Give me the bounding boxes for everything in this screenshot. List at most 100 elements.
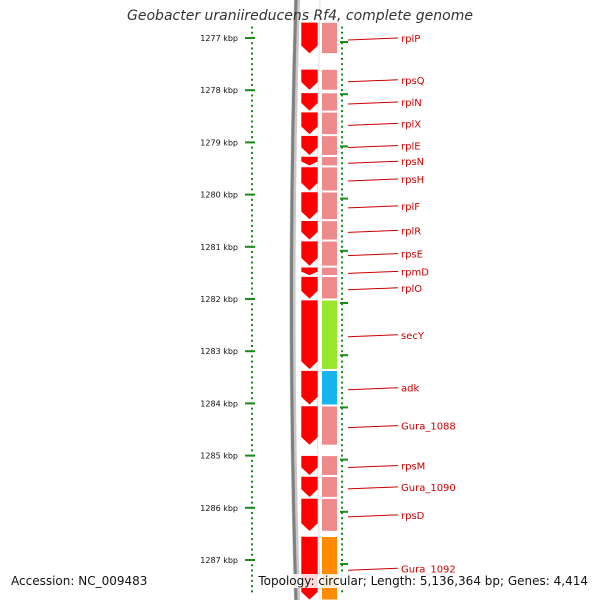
scale-tick-label: 1284 kbp bbox=[200, 399, 238, 408]
scale-minor-dot bbox=[251, 522, 253, 525]
scale-minor-dot bbox=[251, 491, 253, 494]
scale-tick-label: 1278 kbp bbox=[200, 86, 238, 95]
track-scale-dot bbox=[341, 298, 343, 300]
gene-label: rpsM bbox=[401, 462, 425, 473]
track-scale-dot bbox=[341, 344, 343, 347]
backbone-line bbox=[290, 0, 298, 601]
track-scale-dot bbox=[341, 376, 343, 379]
scale-minor-dot bbox=[251, 590, 253, 593]
gene-leader-line bbox=[347, 465, 399, 469]
scale-minor-dot bbox=[251, 271, 253, 274]
track-scale-dot bbox=[341, 110, 343, 113]
scale-minor-dot bbox=[251, 465, 253, 468]
scale-minor-dot bbox=[251, 564, 253, 567]
track-scale-dot bbox=[341, 99, 343, 102]
scale-minor-dot bbox=[251, 386, 253, 389]
track-scale-dot bbox=[341, 245, 343, 248]
scale-minor-dot bbox=[251, 94, 253, 97]
gene-category-bar bbox=[322, 498, 337, 531]
track-scale-dot bbox=[341, 271, 343, 274]
track-scale-dot bbox=[341, 214, 343, 217]
scale-minor-dot bbox=[251, 104, 253, 107]
gene-arrow bbox=[300, 266, 319, 276]
track-scale-dot bbox=[341, 141, 343, 144]
scale-minor-dot bbox=[251, 183, 253, 186]
scale-minor-dot bbox=[251, 517, 253, 520]
track-scale-dot bbox=[341, 167, 343, 170]
gene-label: Gura_1088 bbox=[401, 422, 456, 433]
gene-label: rpmD bbox=[401, 267, 429, 278]
track-scale-dot bbox=[341, 42, 343, 45]
scale-minor-dot bbox=[251, 136, 253, 139]
gene-category-bar bbox=[322, 277, 337, 299]
gene-arrow bbox=[300, 92, 319, 112]
scale-minor-dot bbox=[251, 261, 253, 264]
track-scale-dot bbox=[341, 120, 343, 123]
gene-category-bar bbox=[322, 371, 337, 405]
track-scale-dot bbox=[341, 433, 343, 436]
gene-arrow bbox=[300, 69, 319, 91]
scale-minor-dot bbox=[251, 371, 253, 374]
gene-leader-line bbox=[347, 122, 399, 126]
gene-leader-line bbox=[347, 270, 399, 274]
track-scale-dot bbox=[341, 235, 343, 238]
gene-category-bar bbox=[322, 476, 337, 497]
track-scale-dot bbox=[341, 251, 343, 254]
track-scale-dot bbox=[341, 512, 343, 515]
gene-label: rplF bbox=[401, 202, 420, 213]
track-scale-dot bbox=[341, 94, 343, 97]
gene-label: rplO bbox=[401, 284, 422, 295]
scale-minor-dot bbox=[251, 574, 253, 577]
gene-arrow bbox=[300, 220, 319, 241]
gene-arrow bbox=[300, 22, 319, 55]
track-scale-dot bbox=[341, 397, 343, 400]
scale-minor-dot bbox=[251, 292, 253, 295]
track-scale-dot bbox=[341, 292, 343, 295]
gene-label: Gura_1090 bbox=[401, 483, 456, 494]
gene-category-bar bbox=[322, 241, 337, 266]
scale-tick-label: 1282 kbp bbox=[200, 295, 238, 304]
track-scale-dot bbox=[341, 89, 343, 92]
track-scale-dot bbox=[341, 360, 343, 363]
scale-minor-dot bbox=[251, 266, 253, 269]
scale-minor-dot bbox=[251, 444, 253, 447]
track-scale-dot bbox=[341, 334, 343, 337]
track-scale-dot bbox=[341, 543, 343, 546]
track-scale-dot bbox=[341, 532, 343, 535]
gene-leader-line bbox=[347, 229, 399, 233]
scale-minor-dot bbox=[251, 146, 253, 149]
track-scale-dot bbox=[341, 501, 343, 504]
scale-minor-dot bbox=[251, 167, 253, 170]
scale-minor-dot bbox=[251, 188, 253, 191]
scale-minor-dot bbox=[251, 339, 253, 342]
gene-leader-line bbox=[347, 387, 399, 391]
scale-minor-dot bbox=[251, 381, 253, 384]
track-scale-dot bbox=[341, 454, 343, 457]
gene-arrow bbox=[300, 240, 319, 267]
scale-minor-dot bbox=[251, 162, 253, 165]
scale-minor-dot bbox=[251, 308, 253, 311]
gene-arrow bbox=[300, 166, 319, 192]
track-scale-dot bbox=[341, 418, 343, 421]
scale-minor-dot bbox=[251, 219, 253, 222]
gene-category-bar bbox=[322, 300, 337, 369]
track-scale-dot bbox=[341, 569, 343, 572]
track-scale-dot bbox=[341, 266, 343, 269]
track-scale-dot bbox=[341, 287, 343, 290]
scale-minor-dot bbox=[251, 569, 253, 572]
track-scale-dot bbox=[341, 188, 343, 191]
track-scale-dot bbox=[341, 198, 343, 201]
track-scale-dot bbox=[341, 63, 343, 66]
track-scale-dot bbox=[341, 381, 343, 384]
scale-minor-dot bbox=[251, 538, 253, 541]
scale-minor-dot bbox=[251, 501, 253, 504]
scale-minor-dot bbox=[251, 360, 253, 363]
scale-minor-dot bbox=[251, 251, 253, 254]
track-scale-dot bbox=[341, 559, 343, 561]
gene-category-bar bbox=[322, 221, 337, 240]
scale-minor-dot bbox=[251, 282, 253, 285]
scale-minor-dot bbox=[251, 318, 253, 321]
scale-minor-dot bbox=[251, 57, 253, 60]
track-scale-dot bbox=[341, 125, 343, 128]
